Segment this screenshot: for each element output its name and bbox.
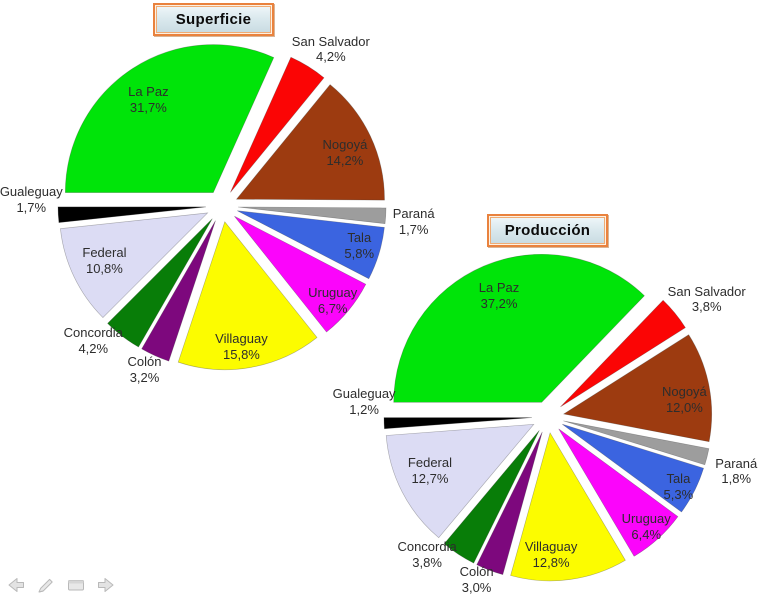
pie-slice-superficie-la-paz bbox=[64, 44, 275, 193]
pen-tool-button[interactable] bbox=[36, 575, 56, 594]
slideshow-toolbar bbox=[6, 575, 116, 594]
pie-slice-superficie-villaguay bbox=[177, 221, 318, 371]
pie-slice-superficie-colon bbox=[141, 220, 216, 362]
pie-slice-produccion-uruguay bbox=[558, 428, 679, 557]
pie-slice-superficie-uruguay bbox=[234, 215, 367, 333]
pie-slice-superficie-tala bbox=[237, 210, 385, 280]
arrow-left-icon bbox=[7, 577, 25, 593]
pie-slice-superficie-concordia bbox=[107, 218, 213, 348]
previous-slide-button[interactable] bbox=[6, 575, 26, 594]
next-slide-button[interactable] bbox=[96, 575, 116, 594]
pie-slice-produccion-villaguay bbox=[510, 432, 626, 582]
pie-slice-superficie-federal bbox=[60, 212, 209, 319]
slide-menu-button[interactable] bbox=[66, 575, 86, 594]
pie-slice-superficie-parana bbox=[237, 206, 387, 225]
pie-slice-produccion-gualeguay bbox=[383, 417, 533, 430]
pie-slice-superficie-san-salvador bbox=[230, 56, 325, 193]
pen-icon bbox=[37, 577, 55, 593]
chart-title-produccion: Producción bbox=[487, 214, 608, 247]
pie-slice-produccion-san-salvador bbox=[560, 299, 686, 408]
pie-slice-produccion-parana bbox=[563, 420, 710, 466]
pie-slice-produccion-la-paz bbox=[393, 254, 645, 403]
arrow-right-icon bbox=[97, 577, 115, 593]
chart-title-superficie: Superficie bbox=[153, 3, 274, 36]
pie-slice-produccion-tala bbox=[562, 423, 704, 513]
pie-slice-produccion-concordia bbox=[443, 430, 540, 564]
pie-slice-produccion-nogoya bbox=[562, 334, 713, 443]
pie-slice-superficie-nogoya bbox=[235, 84, 385, 201]
slide-icon bbox=[67, 577, 85, 593]
pie-slice-produccion-federal bbox=[385, 423, 535, 539]
pie-slice-produccion-colon bbox=[476, 431, 543, 575]
pie-slice-superficie-gualeguay bbox=[57, 206, 207, 223]
